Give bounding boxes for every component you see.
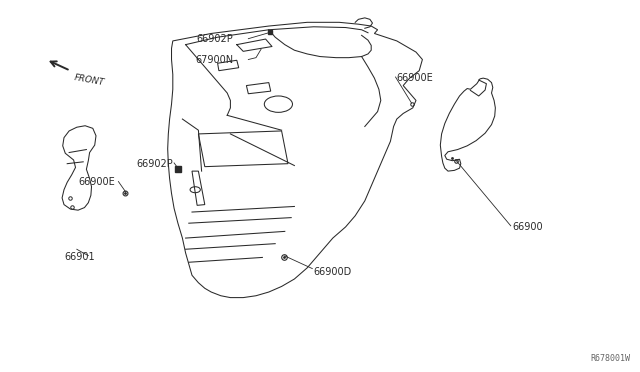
Text: 66900: 66900	[512, 222, 543, 232]
Text: 66900E: 66900E	[397, 73, 433, 83]
Text: 66902P: 66902P	[136, 159, 173, 169]
Text: 67900N: 67900N	[195, 55, 234, 64]
Text: 66900D: 66900D	[314, 267, 352, 276]
Text: 66902P: 66902P	[197, 34, 234, 44]
Text: FRONT: FRONT	[74, 73, 106, 87]
Text: 66901: 66901	[64, 252, 95, 262]
Text: 66900E: 66900E	[79, 177, 115, 187]
Text: R678001W: R678001W	[590, 354, 630, 363]
